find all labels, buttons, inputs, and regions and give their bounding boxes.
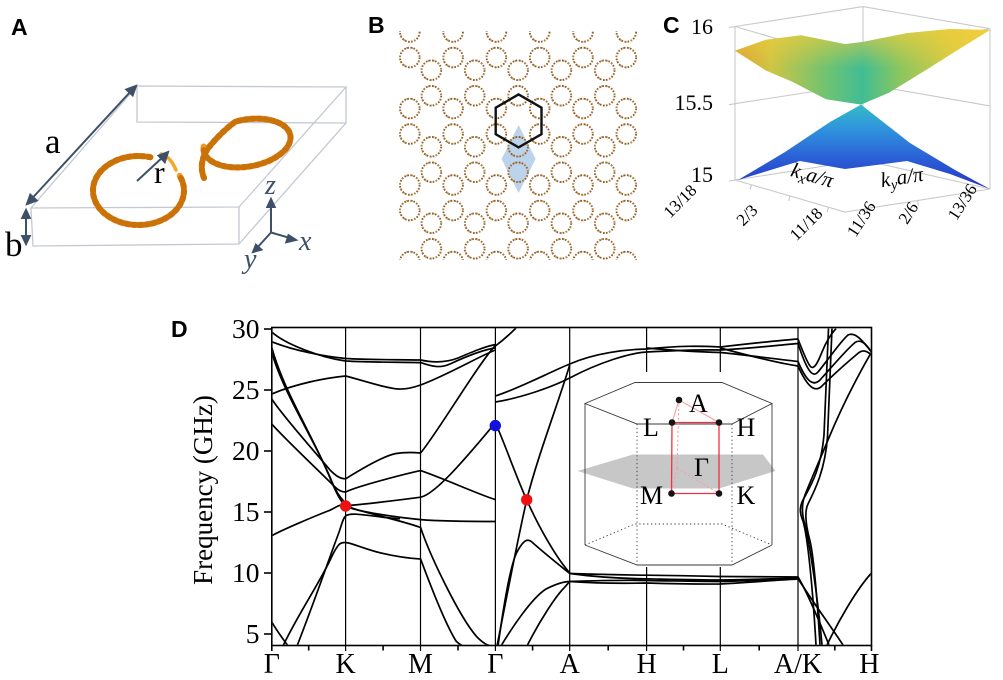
svg-text:L: L <box>712 649 729 680</box>
svg-text:K: K <box>737 481 756 510</box>
svg-text:Γ: Γ <box>694 453 709 482</box>
svg-text:K: K <box>335 649 355 680</box>
svg-text:H: H <box>859 649 879 680</box>
svg-text:A/K: A/K <box>774 649 822 680</box>
svg-text:15: 15 <box>691 162 713 187</box>
svg-text:16: 16 <box>691 14 713 39</box>
svg-text:A: A <box>689 389 708 418</box>
svg-text:11/36: 11/36 <box>843 198 880 240</box>
svg-text:z: z <box>264 170 276 201</box>
svg-text:11/18: 11/18 <box>786 204 826 244</box>
svg-text:10: 10 <box>232 557 260 588</box>
svg-text:kya/π: kya/π <box>879 162 926 195</box>
svg-text:L: L <box>643 413 659 442</box>
svg-text:a: a <box>45 122 61 161</box>
svg-text:20: 20 <box>232 435 260 466</box>
svg-text:H: H <box>636 649 656 680</box>
svg-text:D: D <box>171 316 188 342</box>
svg-text:C: C <box>663 12 680 38</box>
svg-text:Γ: Γ <box>487 649 503 680</box>
svg-text:A: A <box>11 14 28 40</box>
svg-text:H: H <box>737 413 756 442</box>
svg-text:A: A <box>560 649 581 680</box>
svg-text:b: b <box>5 225 23 264</box>
svg-text:Frequency (GHz): Frequency (GHz) <box>188 395 218 585</box>
svg-text:2/3: 2/3 <box>733 201 762 230</box>
svg-text:13/36: 13/36 <box>944 181 981 224</box>
svg-text:30: 30 <box>232 313 260 344</box>
svg-text:M: M <box>640 481 663 510</box>
svg-text:15.5: 15.5 <box>675 90 714 115</box>
svg-text:25: 25 <box>232 374 260 405</box>
svg-text:15: 15 <box>232 496 260 527</box>
svg-text:5: 5 <box>246 618 260 649</box>
svg-text:B: B <box>368 12 385 38</box>
svg-text:M: M <box>408 649 433 680</box>
svg-text:r: r <box>154 154 165 190</box>
svg-text:x: x <box>298 226 312 257</box>
svg-text:Γ: Γ <box>264 649 280 680</box>
svg-text:y: y <box>241 244 257 275</box>
